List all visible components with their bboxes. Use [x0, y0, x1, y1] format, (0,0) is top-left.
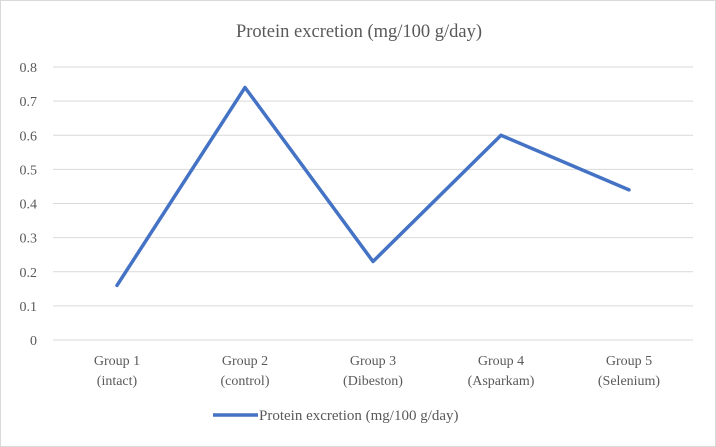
y-tick-label: 0.5	[20, 163, 38, 178]
y-tick-label: 0	[30, 334, 37, 349]
legend-label: Protein excretion (mg/100 g/day)	[259, 408, 459, 424]
x-tick-label: Group 3 (Dibeston)	[343, 354, 403, 389]
x-tick-label: Group 2 (control)	[221, 354, 270, 389]
x-tick-label: Group 4 (Asparkam)	[468, 354, 535, 389]
y-axis-ticks: 0 0.1 0.2 0.3 0.4 0.5 0.6 0.7 0.8	[20, 61, 38, 349]
series-line	[115, 85, 631, 288]
gridlines	[53, 66, 693, 341]
y-tick-label: 0.6	[20, 129, 38, 144]
x-axis-ticks: Group 1 (intact) Group 2 (control) Group 3 (D…	[94, 354, 661, 389]
x-tick-label: Group 5 (Selenium)	[598, 354, 661, 389]
legend: Protein excretion (mg/100 g/day)	[213, 408, 459, 424]
y-tick-label: 0.8	[20, 61, 38, 76]
y-tick-label: 0.4	[20, 198, 38, 213]
y-tick-label: 0.2	[20, 266, 38, 281]
y-tick-label: 0.1	[20, 300, 38, 315]
series-layer	[115, 85, 631, 288]
x-tick-label: Group 1 (intact)	[94, 354, 140, 389]
y-tick-label: 0.3	[20, 232, 38, 247]
chart-title: Protein excretion (mg/100 g/day)	[236, 22, 482, 42]
y-tick-label: 0.7	[20, 95, 38, 110]
